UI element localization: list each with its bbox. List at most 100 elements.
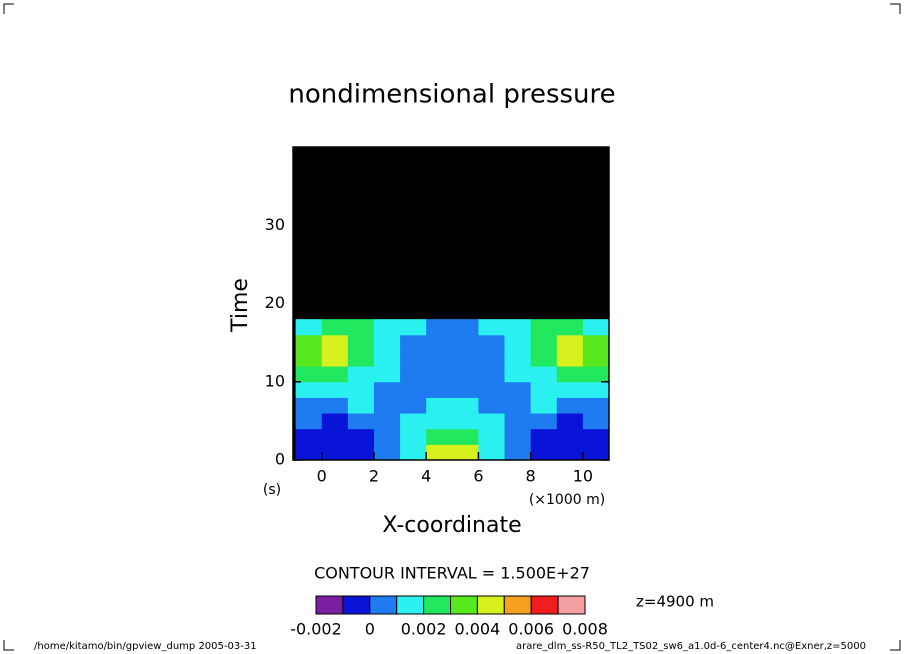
field-cell [452, 350, 479, 367]
field-cell [347, 444, 375, 460]
colorbar-box [423, 595, 452, 615]
x-tick-label: 10 [573, 467, 593, 486]
field-cell [582, 350, 609, 367]
field-cell [373, 334, 401, 351]
x-tick-label: 0 [317, 467, 327, 486]
field-cell [295, 350, 323, 367]
field-cell [530, 428, 558, 445]
field-cell [373, 381, 401, 398]
field-cell [582, 444, 609, 460]
field-cell [504, 428, 532, 445]
colorbar-label: 0 [365, 620, 375, 639]
field-cell [452, 381, 479, 398]
field-cell [452, 397, 479, 414]
field-cell [582, 413, 609, 430]
field-cell [400, 428, 427, 445]
field-cell [582, 397, 609, 414]
y-unit: (s) [263, 482, 281, 498]
field-cell [373, 397, 401, 414]
field-cell [295, 334, 323, 351]
field [295, 319, 609, 460]
field-cell [452, 428, 479, 445]
field-cell [426, 350, 453, 367]
field-cell [478, 334, 506, 351]
field-cell [530, 444, 558, 460]
colorbar-box [342, 595, 371, 615]
colorbar-box [530, 595, 559, 615]
field-cell [582, 381, 609, 398]
field-cell [321, 319, 349, 336]
field-cell [373, 444, 401, 460]
field-cell [478, 413, 506, 430]
field-cell [504, 381, 532, 398]
contour-interval: CONTOUR INTERVAL = 1.500E+27 [314, 564, 590, 583]
colorbar-label: -0.002 [290, 620, 342, 639]
field-cell [321, 350, 349, 367]
field-cell [556, 334, 584, 351]
field-cell [504, 319, 532, 336]
field-cell [582, 319, 609, 336]
field-cell [556, 428, 584, 445]
field-cell [321, 413, 349, 430]
field-cell [321, 444, 349, 460]
field-cell [426, 381, 453, 398]
field-cell [373, 319, 401, 336]
field-cell [478, 381, 506, 398]
field-cell [321, 381, 349, 398]
field-cell [556, 381, 584, 398]
y-axis-label: Time [228, 278, 253, 333]
field-cell [426, 444, 453, 460]
field-cell [400, 350, 427, 367]
field-cell [478, 366, 506, 383]
field-cell [347, 334, 375, 351]
field-cell [400, 397, 427, 414]
field-cell [556, 366, 584, 383]
colorbar-box [450, 595, 478, 615]
x-axis-label: X-coordinate [382, 513, 521, 538]
colorbar-box [557, 595, 586, 615]
field-cell [582, 366, 609, 383]
footer-left: /home/kitamo/bin/gpview_dump 2005-03-31 [34, 641, 257, 652]
field-cell [426, 428, 453, 445]
colorbar-box [369, 595, 398, 615]
field-cell [452, 444, 479, 460]
colorbar-box [315, 595, 344, 615]
field-cell [530, 381, 558, 398]
x-tick-label: 8 [526, 467, 536, 486]
x-tick-label: 4 [421, 467, 431, 486]
field-cell [530, 334, 558, 351]
field-cell [504, 397, 532, 414]
corner-marks [3, 3, 901, 651]
colorbar-box [396, 595, 425, 615]
field-cell [321, 334, 349, 351]
field-cell [373, 366, 401, 383]
field-cell [295, 319, 323, 336]
field-cell [347, 319, 375, 336]
field-cell [504, 444, 532, 460]
field-cell [321, 366, 349, 383]
field-cell [347, 366, 375, 383]
field-cell [426, 397, 453, 414]
field-cell [295, 397, 323, 414]
field-cell [373, 413, 401, 430]
x-tick-label: 2 [369, 467, 379, 486]
footer-right: arare_dlm_ss-R50_TL2_TS02_sw6_a1.0d-6_ce… [516, 641, 866, 652]
field-cell [478, 428, 506, 445]
x-unit: (×1000 m) [529, 492, 605, 508]
colorbar-label: 0.008 [562, 620, 608, 639]
field-cell [582, 334, 609, 351]
field-cell [556, 397, 584, 414]
y-tick-label: 0 [275, 450, 285, 469]
field-cell [400, 444, 427, 460]
field-cell [295, 428, 323, 445]
field-cell [582, 428, 609, 445]
field-cell [426, 413, 453, 430]
field-cell [556, 444, 584, 460]
field-cell [452, 366, 479, 383]
field-cell [504, 366, 532, 383]
field-cell [295, 413, 323, 430]
field-cell [400, 381, 427, 398]
field-cell [452, 413, 479, 430]
field-cell [452, 319, 479, 336]
colorbar-label: 0.006 [508, 620, 554, 639]
